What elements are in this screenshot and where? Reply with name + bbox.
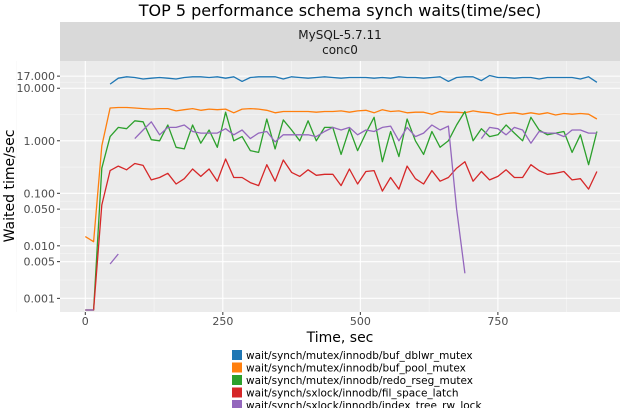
y-tick-label: 1.000 [24, 135, 56, 148]
y-tick-label: 0.050 [24, 203, 56, 216]
x-tick-label: 250 [212, 315, 233, 328]
legend-swatch [232, 375, 242, 385]
plot-panel [60, 61, 620, 312]
legend-swatch [232, 388, 242, 398]
legend-swatch [232, 363, 242, 373]
legend: wait/synch/mutex/innodb/buf_dblwr_mutexw… [232, 350, 482, 408]
facet-strip-label-2: conc0 [322, 43, 358, 57]
y-tick-label: 17.000 [17, 70, 56, 83]
x-tick-label: 500 [350, 315, 371, 328]
legend-swatch [232, 400, 242, 408]
chart-title: TOP 5 performance schema synch waits(tim… [138, 1, 541, 20]
y-axis-label: Waited time/sec [2, 130, 18, 243]
x-tick-label: 750 [487, 315, 508, 328]
legend-label: wait/synch/sxlock/innodb/index_tree_rw_l… [246, 400, 482, 408]
x-tick-label: 0 [82, 315, 89, 328]
y-tick-label: 0.010 [24, 240, 56, 253]
y-tick-label: 0.001 [24, 292, 56, 305]
legend-label: wait/synch/mutex/innodb/buf_dblwr_mutex [246, 350, 473, 362]
y-tick-label: 10.000 [17, 82, 56, 95]
y-tick-label: 0.005 [24, 256, 56, 269]
x-axis-label: Time, sec [306, 330, 374, 346]
facet-strip-label-1: MySQL-5.7.11 [298, 28, 382, 42]
legend-label: wait/synch/sxlock/innodb/fil_space_latch [246, 388, 459, 400]
legend-label: wait/synch/mutex/innodb/buf_pool_mutex [246, 363, 466, 375]
legend-label: wait/synch/mutex/innodb/redo_rseg_mutex [246, 375, 473, 387]
y-tick-label: 0.100 [24, 187, 56, 200]
legend-swatch [232, 350, 242, 360]
